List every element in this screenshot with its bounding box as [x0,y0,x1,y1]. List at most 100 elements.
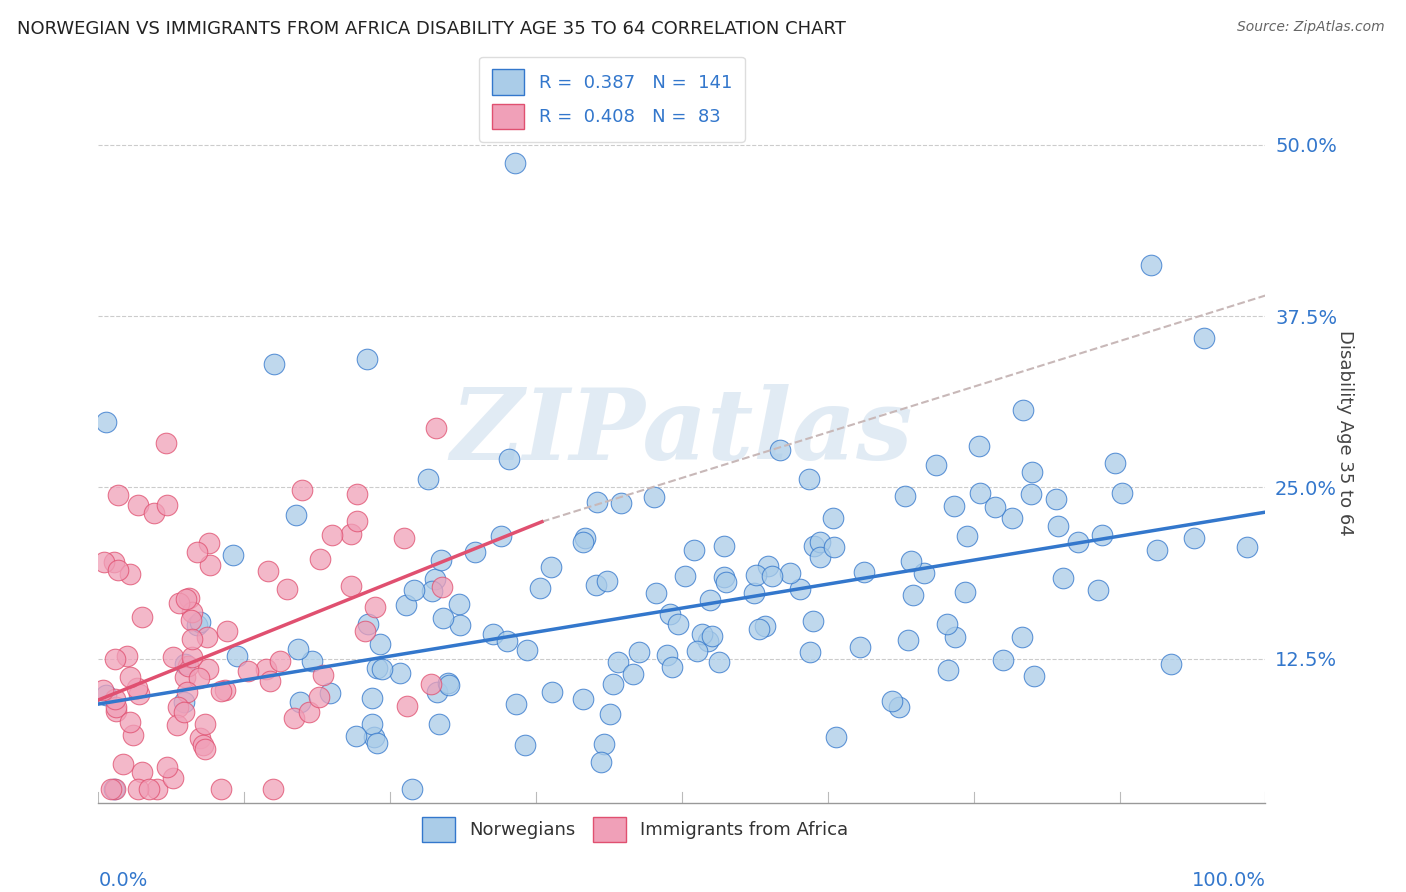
Point [127,681,149,695]
Point [156,760,179,774]
Point [222,549,245,563]
Point [238,664,260,678]
Point [96,415,118,429]
Text: NORWEGIAN VS IMMIGRANTS FROM AFRICA DISABILITY AGE 35 TO 64 CORRELATION CHART: NORWEGIAN VS IMMIGRANTS FROM AFRICA DISA… [17,20,846,37]
Point [420,677,443,691]
Point [894,488,917,502]
Point [128,687,150,701]
Point [969,486,991,500]
Point [430,580,453,594]
Point [360,716,382,731]
Point [803,539,825,553]
Point [290,695,312,709]
Point [748,622,770,636]
Point [609,496,631,510]
Point [936,663,959,677]
Point [810,534,832,549]
Point [1091,528,1114,542]
Point [169,596,191,610]
Point [686,644,709,658]
Point [127,782,149,797]
Point [993,652,1015,666]
Point [936,617,959,632]
Point [321,528,343,542]
Point [190,731,212,745]
Point [808,550,831,565]
Point [643,491,665,505]
Point [308,690,330,704]
Point [585,577,607,591]
Point [1047,518,1070,533]
Point [942,500,965,514]
Point [505,697,527,711]
Point [1236,540,1258,554]
Point [291,483,314,498]
Point [437,675,460,690]
Point [276,582,298,596]
Point [900,554,922,568]
Point [166,718,188,732]
Point [346,487,368,501]
Point [925,458,948,472]
Point [209,683,232,698]
Point [200,558,222,573]
Point [682,542,704,557]
Point [697,633,720,648]
Point [602,677,624,691]
Point [713,569,735,583]
Point [768,443,790,458]
Point [645,586,668,600]
Point [591,756,613,770]
Point [197,662,219,676]
Point [853,565,876,579]
Point [100,782,122,797]
Point [984,500,1007,515]
Point [392,531,415,545]
Point [1192,331,1215,345]
Point [174,670,197,684]
Point [93,555,115,569]
Point [416,472,439,486]
Point [540,560,562,574]
Point [180,613,202,627]
Point [360,690,382,705]
Point [1140,259,1163,273]
Point [138,782,160,797]
Point [346,514,368,528]
Point [430,552,453,566]
Point [953,585,976,599]
Point [319,685,342,699]
Point [503,156,526,170]
Point [744,567,766,582]
Text: 100.0%: 100.0% [1191,871,1265,890]
Point [756,558,779,573]
Point [194,742,217,756]
Point [709,655,731,669]
Point [574,531,596,545]
Point [595,574,617,588]
Point [427,717,450,731]
Point [287,642,309,657]
Point [209,782,232,797]
Point [366,661,388,675]
Point [301,654,323,668]
Point [621,667,644,681]
Point [174,591,197,606]
Point [104,692,127,706]
Point [366,736,388,750]
Point [912,566,935,581]
Point [599,706,621,721]
Point [214,683,236,698]
Point [714,575,737,590]
Point [191,738,214,752]
Point [107,488,129,502]
Text: 0.0%: 0.0% [98,871,148,890]
Point [180,632,202,646]
Point [174,657,197,672]
Point [388,665,411,680]
Point [371,662,394,676]
Point [115,648,138,663]
Point [103,782,125,797]
Point [425,572,447,586]
Point [498,452,520,467]
